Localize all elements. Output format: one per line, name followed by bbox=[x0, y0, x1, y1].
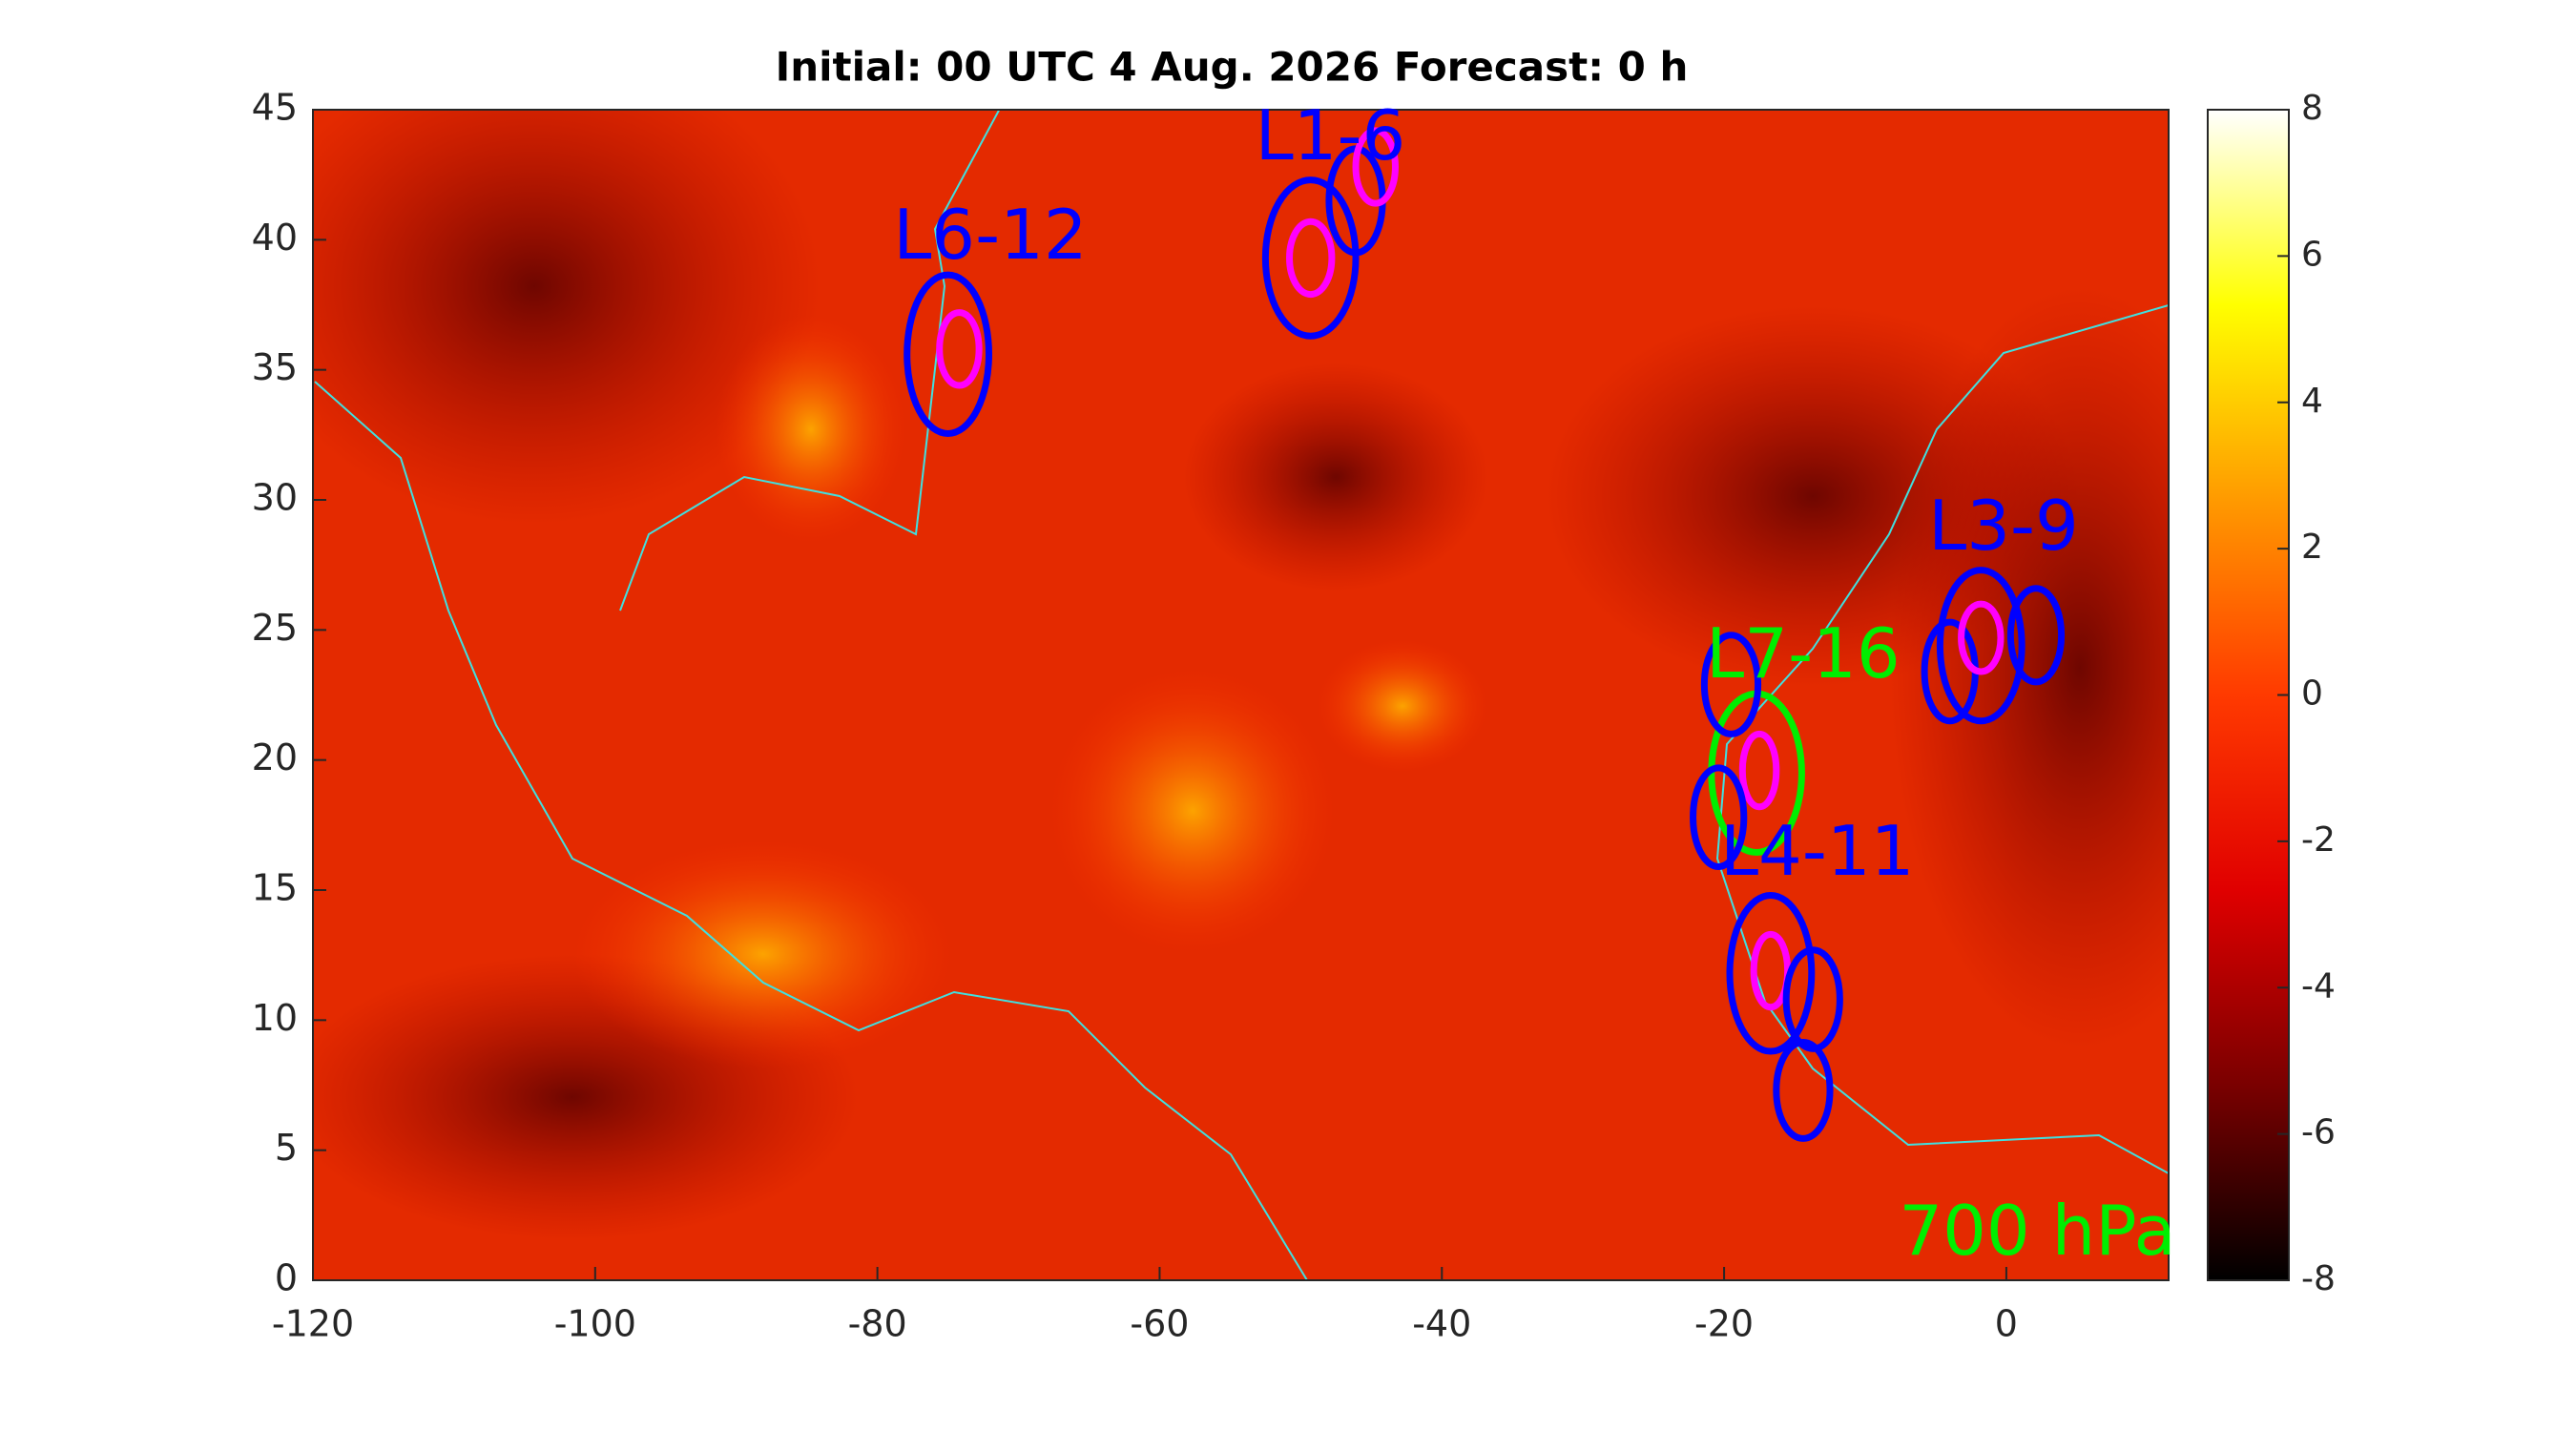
feature-ellipse bbox=[1726, 891, 1816, 1055]
colorbar-tick-label: -6 bbox=[2301, 1113, 2336, 1152]
colorbar-tick-label: -2 bbox=[2301, 820, 2336, 860]
feature-label: L6-12 bbox=[893, 195, 1088, 275]
y-tick-label: 30 bbox=[252, 477, 298, 519]
y-tick-label: 0 bbox=[275, 1257, 298, 1299]
x-tick-label: -40 bbox=[1412, 1303, 1471, 1345]
x-tick-label: -20 bbox=[1694, 1303, 1754, 1345]
y-tick-label: 35 bbox=[252, 346, 298, 388]
x-tick-label: 0 bbox=[1995, 1303, 2018, 1345]
y-tick-label: 10 bbox=[252, 997, 298, 1039]
y-tick-label: 40 bbox=[252, 217, 298, 259]
feature-ellipse bbox=[1936, 567, 2025, 725]
field-texture bbox=[1317, 639, 1488, 773]
feature-ellipse bbox=[1286, 218, 1336, 299]
feature-ellipse bbox=[1773, 1039, 1834, 1142]
field-texture bbox=[313, 110, 821, 525]
colorbar-tick-label: -4 bbox=[2301, 966, 2336, 1006]
y-tick-label: 5 bbox=[275, 1127, 298, 1169]
field-texture bbox=[1889, 286, 2169, 1049]
features bbox=[904, 127, 2066, 1142]
colorbar-tick-label: 4 bbox=[2301, 382, 2323, 421]
feature-ellipse bbox=[936, 309, 983, 389]
field-texture bbox=[716, 315, 906, 544]
y-tick-label: 45 bbox=[252, 87, 298, 129]
feature-label: L4-11 bbox=[1720, 811, 1915, 891]
y-tick-label: 25 bbox=[252, 607, 298, 649]
x-tick-label: -80 bbox=[848, 1303, 907, 1345]
colorbar-tick-label: -8 bbox=[2301, 1259, 2336, 1298]
coastline bbox=[619, 110, 1001, 612]
colorbar-tick-label: 6 bbox=[2301, 235, 2323, 274]
x-tick-label: -100 bbox=[554, 1303, 636, 1345]
chart-title: Initial: 00 UTC 4 Aug. 2026 Forecast: 0 … bbox=[776, 44, 1689, 91]
feature-label: 700 hPa bbox=[1899, 1191, 2175, 1271]
feature-ellipse bbox=[2006, 585, 2066, 686]
coastline bbox=[314, 381, 1308, 1280]
feature-ellipse bbox=[1738, 730, 1780, 811]
field-texture bbox=[1049, 668, 1336, 954]
y-tick-label: 20 bbox=[252, 736, 298, 778]
colorbar-tick-label: 2 bbox=[2301, 528, 2323, 567]
feature-ellipse bbox=[1700, 632, 1762, 737]
feature-label: L3-9 bbox=[1928, 486, 2079, 566]
x-tick-label: -120 bbox=[272, 1303, 354, 1345]
feature-ellipse bbox=[1352, 127, 1399, 207]
feature-ellipse bbox=[1261, 176, 1360, 340]
x-tick-label: -60 bbox=[1130, 1303, 1189, 1345]
coastline bbox=[1715, 304, 2169, 1174]
field bbox=[313, 110, 2169, 1280]
feature-ellipse bbox=[1690, 764, 1748, 870]
field-texture bbox=[1183, 363, 1488, 591]
colorbar bbox=[2207, 109, 2290, 1281]
feature-label: L7-16 bbox=[1706, 613, 1901, 694]
colorbar-tick-label: 0 bbox=[2301, 674, 2323, 714]
plot-frame bbox=[312, 109, 2170, 1281]
feature-ellipse bbox=[904, 271, 992, 437]
y-tick-label: 15 bbox=[252, 867, 298, 909]
colorbar-tick-label: 8 bbox=[2301, 89, 2323, 128]
field-texture bbox=[572, 840, 954, 1068]
feature-ellipse bbox=[1958, 600, 2005, 675]
feature-label: L1-6 bbox=[1256, 95, 1406, 176]
